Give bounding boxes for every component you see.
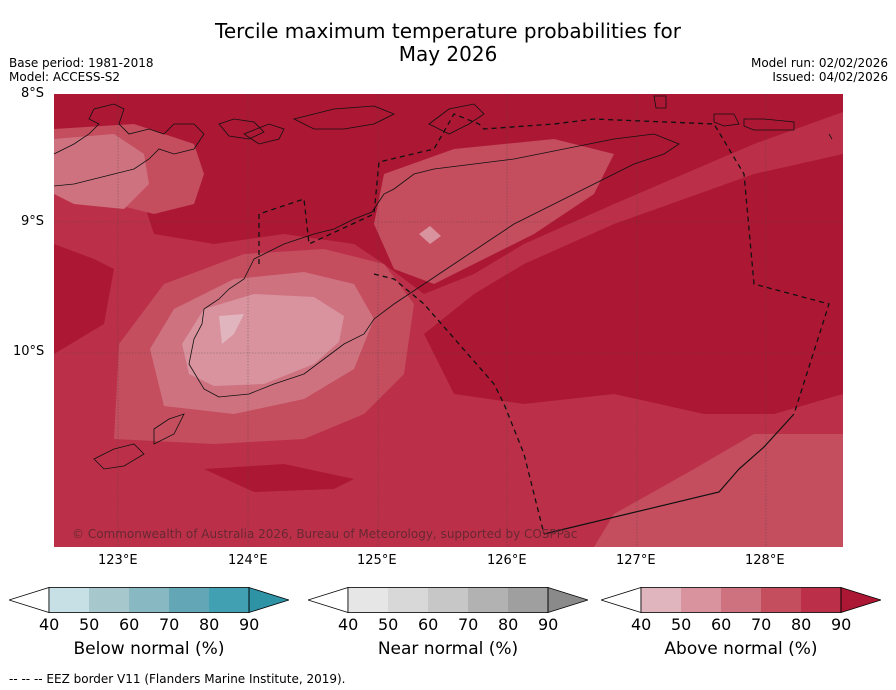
- near-normal-tick-label: 70: [458, 615, 479, 634]
- near-normal-outline: [347, 587, 549, 613]
- probability-map: © Commonwealth of Australia 2026, Bureau…: [54, 94, 843, 547]
- eez-footnote: -- -- -- EEZ border V11 (Flanders Marine…: [9, 672, 346, 686]
- above-normal-segment: [641, 587, 681, 613]
- below-normal-outline: [48, 587, 250, 613]
- above-normal-label: Above normal (%): [664, 639, 818, 659]
- band-50-60-spot: [419, 226, 441, 244]
- below-normal-tick-label: 70: [159, 615, 180, 634]
- lon-tick-125e: 125°E: [357, 553, 397, 568]
- below-normal-segment: [209, 587, 249, 613]
- below-normal-segment: [89, 587, 129, 613]
- above-normal-tick-label: 50: [671, 615, 692, 634]
- above-normal-tick-label: 80: [791, 615, 812, 634]
- graticule: [54, 94, 843, 547]
- above-normal-segment: [681, 587, 721, 613]
- dark-region-south: [204, 464, 354, 492]
- coastlines: [54, 95, 833, 470]
- eez-border-solid: [543, 413, 795, 535]
- title-line-1: Tercile maximum temperature probabilitie…: [215, 19, 681, 43]
- below-normal-segment: [169, 587, 209, 613]
- below-normal-tick-label: 50: [79, 615, 100, 634]
- near-normal-colorbar: [308, 587, 588, 613]
- lat-tick-9s: 9°S: [21, 214, 45, 229]
- near-normal-tick-label: 80: [498, 615, 519, 634]
- near-normal-segment: [468, 587, 508, 613]
- band-40-50-center: [219, 314, 244, 344]
- above-normal-tick-label: 40: [631, 615, 652, 634]
- lon-tick-127e: 127°E: [616, 553, 656, 568]
- lon-tick-128e: 128°E: [745, 553, 785, 568]
- band-70-80-timor-north: [374, 139, 614, 284]
- model-name: Model: ACCESS-S2: [9, 70, 121, 84]
- eez-border: [258, 113, 830, 535]
- lat-tick-8s: 8°S: [21, 86, 45, 101]
- lat-tick-10s: 10°S: [13, 344, 45, 359]
- lon-tick-126e: 126°E: [487, 553, 527, 568]
- above-normal-tick-label: 90: [831, 615, 852, 634]
- copyright-text: © Commonwealth of Australia 2026, Bureau…: [72, 527, 577, 541]
- lon-tick-124e: 124°E: [228, 553, 268, 568]
- near-normal-tick-label: 50: [378, 615, 399, 634]
- near-normal-segment: [428, 587, 468, 613]
- below-normal-segment: [129, 587, 169, 613]
- above-normal-arrow-low: [601, 587, 642, 613]
- dark-region-east: [424, 154, 843, 414]
- above-normal-tick-label: 60: [711, 615, 732, 634]
- map-title: Tercile maximum temperature probabilitie…: [0, 20, 896, 66]
- near-normal-tick-label: 40: [338, 615, 359, 634]
- issued-date: Issued: 04/02/2026: [772, 70, 888, 84]
- below-normal-label: Below normal (%): [73, 639, 225, 659]
- near-normal-segment: [388, 587, 428, 613]
- dark-region-west: [54, 244, 114, 354]
- lon-tick-123e: 123°E: [98, 553, 138, 568]
- below-normal-tick-label: 80: [199, 615, 220, 634]
- above-normal-segment: [721, 587, 761, 613]
- near-normal-tick-label: 60: [418, 615, 439, 634]
- above-normal-outline: [640, 587, 842, 613]
- above-normal-segment: [761, 587, 801, 613]
- base-period: Base period: 1981-2018: [9, 56, 154, 70]
- near-normal-label: Near normal (%): [377, 639, 519, 659]
- below-normal-tick-label: 90: [239, 615, 260, 634]
- below-normal-tick-label: 40: [39, 615, 60, 634]
- model-run-date: Model run: 02/02/2026: [750, 56, 888, 70]
- above-normal-arrow-high: [840, 587, 881, 613]
- near-normal-segment: [508, 587, 548, 613]
- band-60-70-northwest: [54, 134, 149, 209]
- near-normal-arrow-low: [308, 587, 349, 613]
- near-normal-arrow-high: [547, 587, 588, 613]
- above-normal-colorbar: [601, 587, 881, 613]
- above-normal-tick-label: 70: [751, 615, 772, 634]
- band-70-80-southeast: [594, 434, 843, 547]
- below-normal-arrow-low: [9, 587, 50, 613]
- below-normal-segment: [49, 587, 89, 613]
- above-normal-segment: [801, 587, 841, 613]
- near-normal-segment: [348, 587, 388, 613]
- title-line-2: May 2026: [398, 42, 498, 66]
- below-normal-tick-label: 60: [119, 615, 140, 634]
- near-normal-tick-label: 90: [538, 615, 559, 634]
- below-normal-arrow-high: [248, 587, 289, 613]
- below-normal-colorbar: [9, 587, 289, 613]
